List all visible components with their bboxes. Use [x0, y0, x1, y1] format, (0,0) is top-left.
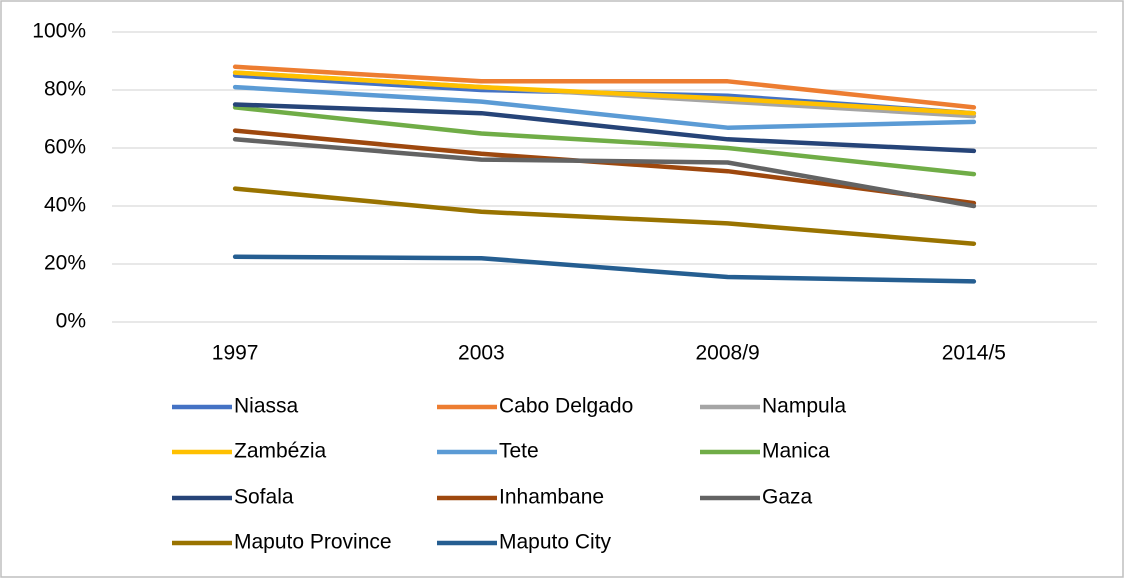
- x-tick-label: 2014/5: [942, 342, 1006, 365]
- series-line: [232, 70, 977, 116]
- legend-label: Manica: [762, 440, 830, 463]
- series-line: [232, 254, 977, 284]
- series-line: [232, 186, 977, 246]
- y-tick-label: 20%: [44, 252, 86, 275]
- y-tick-label: 40%: [44, 194, 86, 217]
- legend-label: Maputo City: [499, 531, 612, 554]
- x-tick-label: 2003: [458, 342, 505, 365]
- y-tick-label: 100%: [32, 20, 86, 43]
- legend-label: Inhambane: [499, 486, 604, 509]
- y-tick-label: 60%: [44, 136, 86, 159]
- legend-label: Zambézia: [234, 440, 327, 463]
- legend-label: Cabo Delgado: [499, 395, 633, 418]
- series-line: [232, 102, 977, 154]
- series-line: [232, 64, 977, 110]
- series-line: [232, 137, 977, 209]
- legend-label: Gaza: [762, 486, 813, 509]
- y-tick-label: 80%: [44, 78, 86, 101]
- legend-label: Niassa: [234, 395, 299, 418]
- y-tick-label: 0%: [56, 310, 86, 333]
- x-tick-label: 2008/9: [696, 342, 760, 365]
- legend-label: Nampula: [762, 395, 846, 418]
- series-line: [232, 105, 977, 177]
- legend-label: Tete: [499, 440, 539, 463]
- series-line: [232, 84, 977, 130]
- legend-label: Sofala: [234, 486, 294, 509]
- x-tick-label: 1997: [212, 342, 259, 365]
- legend-label: Maputo Province: [234, 531, 392, 554]
